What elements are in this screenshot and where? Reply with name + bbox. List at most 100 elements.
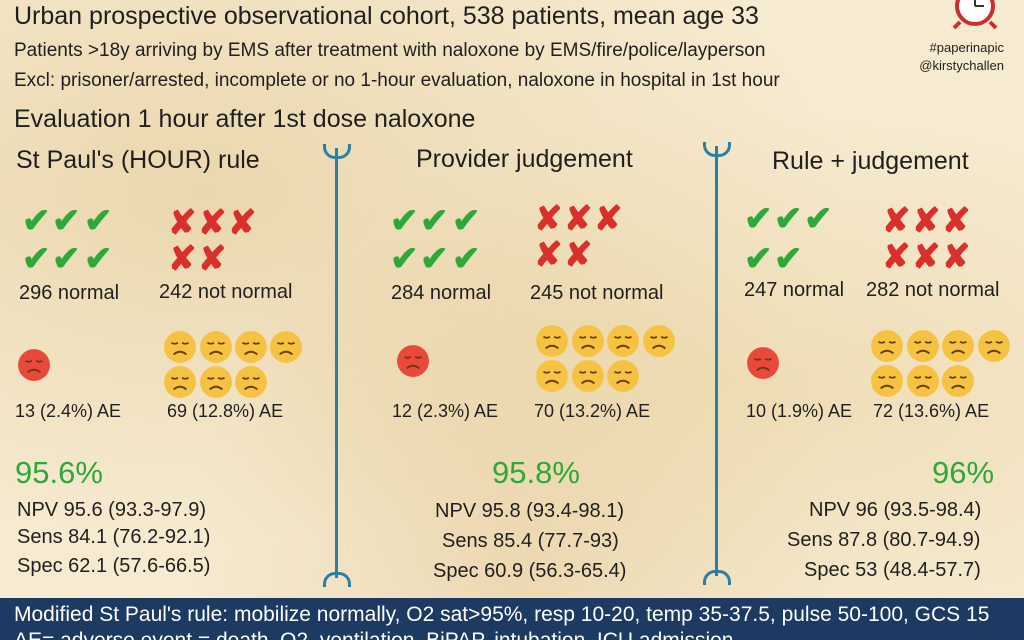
sensitivity-value: Sens 87.8 (80.7-94.9) (787, 529, 981, 551)
sad-face-icon (397, 345, 429, 377)
sensitivity-value: Sens 84.1 (76.2-92.1) (17, 526, 211, 548)
check-mark-icon: ✔ (52, 202, 81, 240)
cross-mark-icon: ✘ (912, 238, 941, 276)
section-heading: Evaluation 1 hour after 1st dose naloxon… (14, 105, 476, 133)
footer-banner: Modified St Paul's rule: mobilize normal… (0, 598, 1024, 640)
check-mark-icon: ✔ (774, 200, 803, 238)
column-title: Provider judgement (416, 145, 633, 173)
cross-mark-icon: ✘ (882, 238, 911, 276)
hashtag: #paperinapic (929, 40, 1004, 55)
specificity-value: Spec 60.9 (56.3-65.4) (433, 560, 627, 582)
not-normal-count: 245 not normal (530, 282, 664, 304)
check-mark-icon: ✔ (52, 240, 81, 278)
unhappy-face-icon (907, 365, 939, 397)
inclusion-criteria: Patients >18y arriving by EMS after trea… (14, 40, 766, 61)
cross-mark-icon: ✘ (564, 236, 593, 274)
column-divider-1 (335, 148, 338, 578)
npv-percentage: 95.6% (15, 455, 103, 490)
not-normal-adverse-events: 72 (13.6%) AE (873, 401, 990, 421)
normal-count: 296 normal (19, 282, 120, 304)
normal-adverse-events: 12 (2.3%) AE (392, 401, 499, 421)
unhappy-face-icon (607, 360, 639, 392)
unhappy-face-icon (942, 330, 974, 362)
author-handle: @kirstychallen (919, 58, 1004, 73)
cross-mark-icon: ✘ (564, 200, 593, 238)
sad-face-icon (747, 347, 779, 379)
cross-mark-icon: ✘ (198, 204, 227, 242)
footer-ae-definition: AE= adverse event = death, O2, ventilati… (14, 629, 733, 640)
normal-count: 284 normal (391, 282, 492, 304)
unhappy-face-icon (235, 331, 267, 363)
cross-mark-icon: ✘ (912, 202, 941, 240)
check-mark-icon: ✔ (420, 202, 449, 240)
page-title: Urban prospective observational cohort, … (14, 2, 759, 30)
divider-cap-top-1 (323, 144, 351, 159)
unhappy-face-icon (200, 331, 232, 363)
not-normal-adverse-events: 69 (12.8%) AE (167, 401, 284, 421)
column-title: Rule + judgement (772, 147, 969, 175)
unhappy-face-icon (643, 325, 675, 357)
unhappy-face-icon (572, 325, 604, 357)
cross-mark-icon: ✘ (882, 202, 911, 240)
normal-count: 247 normal (744, 279, 845, 301)
normal-adverse-events: 13 (2.4%) AE (15, 401, 122, 421)
check-mark-icon: ✔ (390, 202, 419, 240)
check-mark-icon: ✔ (420, 240, 449, 278)
unhappy-face-icon (978, 330, 1010, 362)
npv-value: NPV 95.6 (93.3-97.9) (17, 499, 206, 521)
check-mark-icon: ✔ (390, 240, 419, 278)
alarm-clock-icon (952, 0, 998, 30)
unhappy-face-icon (871, 365, 903, 397)
not-normal-count: 282 not normal (866, 279, 1000, 301)
specificity-value: Spec 62.1 (57.6-66.5) (17, 555, 211, 577)
column-divider-2 (715, 146, 718, 576)
sad-face-icon (18, 349, 50, 381)
cross-mark-icon: ✘ (534, 200, 563, 238)
check-mark-icon: ✔ (804, 200, 833, 238)
unhappy-face-icon (907, 330, 939, 362)
check-mark-icon: ✔ (22, 240, 51, 278)
not-normal-count: 242 not normal (159, 281, 293, 303)
specificity-value: Spec 53 (48.4-57.7) (804, 559, 981, 581)
footer-rule-definition: Modified St Paul's rule: mobilize normal… (14, 603, 990, 626)
unhappy-face-icon (536, 325, 568, 357)
check-mark-icon: ✔ (774, 240, 803, 278)
npv-value: NPV 95.8 (93.4-98.1) (435, 500, 624, 522)
title-clip: Urban prospective observational cohort, … (0, 0, 940, 36)
npv-value: NPV 96 (93.5-98.4) (809, 499, 982, 521)
unhappy-face-icon (235, 366, 267, 398)
divider-cap-bottom-1 (323, 572, 351, 587)
unhappy-face-icon (572, 360, 604, 392)
divider-cap-top-2 (703, 142, 731, 157)
unhappy-face-icon (942, 365, 974, 397)
check-mark-icon: ✔ (744, 240, 773, 278)
check-mark-icon: ✔ (22, 202, 51, 240)
cross-mark-icon: ✘ (594, 200, 623, 238)
cross-mark-icon: ✘ (942, 238, 971, 276)
check-mark-icon: ✔ (84, 240, 113, 278)
exclusion-criteria: Excl: prisoner/arrested, incomplete or n… (14, 70, 780, 91)
check-mark-icon: ✔ (744, 200, 773, 238)
cross-mark-icon: ✘ (942, 202, 971, 240)
unhappy-face-icon (200, 366, 232, 398)
npv-percentage: 95.8% (492, 455, 580, 490)
not-normal-adverse-events: 70 (13.2%) AE (534, 401, 651, 421)
cross-mark-icon: ✘ (168, 204, 197, 242)
check-mark-icon: ✔ (452, 240, 481, 278)
npv-percentage: 96% (932, 455, 995, 490)
unhappy-face-icon (536, 360, 568, 392)
normal-adverse-events: 10 (1.9%) AE (746, 401, 853, 421)
check-mark-icon: ✔ (84, 202, 113, 240)
cross-mark-icon: ✘ (168, 240, 197, 278)
unhappy-face-icon (164, 366, 196, 398)
unhappy-face-icon (164, 331, 196, 363)
cross-mark-icon: ✘ (534, 236, 563, 274)
cross-mark-icon: ✘ (198, 240, 227, 278)
sensitivity-value: Sens 85.4 (77.7-93) (442, 530, 619, 552)
divider-cap-bottom-2 (703, 570, 731, 585)
column-title: St Paul's (HOUR) rule (16, 146, 260, 174)
cross-mark-icon: ✘ (228, 204, 257, 242)
check-mark-icon: ✔ (452, 202, 481, 240)
unhappy-face-icon (607, 325, 639, 357)
unhappy-face-icon (871, 330, 903, 362)
